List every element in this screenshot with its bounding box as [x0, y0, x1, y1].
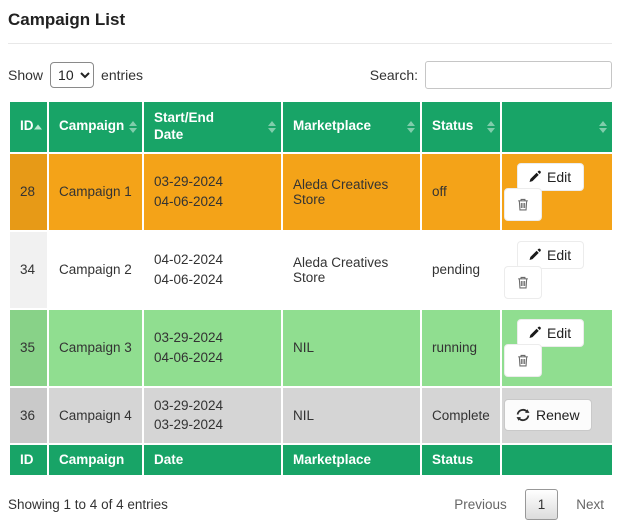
start-date: 03-29-2024 — [154, 397, 224, 413]
cell-marketplace: NIL — [281, 307, 422, 388]
table-row: 28 Campaign 1 03-29-2024 04-06-2024 Aled… — [8, 151, 614, 232]
edit-button-label: Edit — [547, 324, 572, 341]
trash-icon — [516, 197, 530, 212]
sort-both-icon — [129, 120, 137, 133]
cell-dates: 03-29-2024 03-29-2024 — [142, 385, 283, 445]
header-actions[interactable] — [500, 100, 614, 154]
cell-marketplace: Aleda Creatives Store — [281, 229, 422, 310]
table-row: 36 Campaign 4 03-29-2024 03-29-2024 NIL … — [8, 385, 614, 445]
divider — [8, 43, 612, 44]
delete-button[interactable] — [504, 187, 542, 221]
edit-button[interactable]: Edit — [517, 240, 585, 269]
end-date: 04-06-2024 — [154, 271, 224, 287]
delete-button[interactable] — [504, 343, 542, 377]
cell-campaign: Campaign 4 — [47, 385, 144, 445]
cell-dates: 04-02-2024 04-06-2024 — [142, 229, 283, 310]
cell-status: pending — [420, 229, 502, 310]
footer-campaign: Campaign — [47, 442, 144, 477]
refresh-icon — [516, 408, 530, 422]
edit-button[interactable]: Edit — [517, 318, 585, 347]
footer-status: Status — [420, 442, 502, 477]
cell-status: off — [420, 151, 502, 232]
cell-id: 36 — [8, 385, 49, 445]
pencil-icon — [528, 248, 541, 261]
cell-actions: Renew — [500, 385, 614, 445]
cell-actions: Edit — [500, 307, 614, 388]
footer-id: ID — [8, 442, 49, 477]
header-campaign[interactable]: Campaign — [47, 100, 144, 154]
footer-marketplace: Marketplace — [281, 442, 422, 477]
trash-icon — [516, 275, 530, 290]
cell-campaign: Campaign 3 — [47, 307, 144, 388]
end-date: 04-06-2024 — [154, 193, 224, 209]
entries-info: Showing 1 to 4 of 4 entries — [8, 496, 168, 512]
edit-button[interactable]: Edit — [517, 162, 585, 191]
entries-label: entries — [101, 67, 144, 83]
previous-page-button[interactable]: Previous — [454, 496, 507, 512]
page-length-select[interactable]: 10 — [50, 62, 95, 88]
edit-button-label: Edit — [547, 168, 572, 185]
sort-both-icon — [407, 120, 415, 133]
header-start-end-date[interactable]: Start/End Date — [142, 100, 283, 154]
search-input[interactable] — [425, 61, 612, 89]
table-footer-bar: Showing 1 to 4 of 4 entries Previous 1 N… — [8, 488, 612, 520]
pencil-icon — [528, 170, 541, 183]
header-status[interactable]: Status — [420, 100, 502, 154]
campaign-table: ID Campaign Start/End Date Marketplace S… — [8, 100, 614, 477]
show-label: Show — [8, 67, 44, 83]
cell-id: 35 — [8, 307, 49, 388]
cell-status: Complete — [420, 385, 502, 445]
cell-id: 28 — [8, 151, 49, 232]
sort-both-icon — [599, 120, 607, 133]
end-date: 03-29-2024 — [154, 417, 224, 433]
cell-id: 34 — [8, 229, 49, 310]
header-id[interactable]: ID — [8, 100, 49, 154]
page-length-control: Show 10 entries — [8, 62, 143, 88]
page-number-button[interactable]: 1 — [524, 488, 559, 520]
footer-header-row: ID Campaign Date Marketplace Status — [8, 442, 614, 477]
header-row: ID Campaign Start/End Date Marketplace S… — [8, 100, 614, 154]
cell-actions: Edit — [500, 151, 614, 232]
table-controls: Show 10 entries Search: — [8, 61, 612, 89]
next-page-button[interactable]: Next — [576, 496, 604, 512]
trash-icon — [516, 353, 530, 368]
cell-campaign: Campaign 2 — [47, 229, 144, 310]
cell-dates: 03-29-2024 04-06-2024 — [142, 307, 283, 388]
table-row: 35 Campaign 3 03-29-2024 04-06-2024 NIL … — [8, 307, 614, 388]
renew-button-label: Renew — [536, 407, 580, 424]
table-row: 34 Campaign 2 04-02-2024 04-06-2024 Aled… — [8, 229, 614, 310]
sort-asc-icon — [34, 124, 42, 130]
header-marketplace[interactable]: Marketplace — [281, 100, 422, 154]
start-date: 03-29-2024 — [154, 174, 224, 190]
delete-button[interactable] — [504, 265, 542, 299]
cell-dates: 03-29-2024 04-06-2024 — [142, 151, 283, 232]
sort-both-icon — [268, 120, 276, 133]
pencil-icon — [528, 326, 541, 339]
pagination: Previous 1 Next — [446, 488, 612, 520]
footer-actions — [500, 442, 614, 477]
search-label: Search: — [369, 67, 418, 83]
cell-status: running — [420, 307, 502, 388]
cell-marketplace: Aleda Creatives Store — [281, 151, 422, 232]
end-date: 04-06-2024 — [154, 349, 224, 365]
edit-button-label: Edit — [547, 246, 572, 263]
renew-button[interactable]: Renew — [504, 399, 592, 432]
search-control: Search: — [370, 61, 612, 89]
cell-actions: Edit — [500, 229, 614, 310]
page-title: Campaign List — [8, 10, 126, 29]
start-date: 04-02-2024 — [154, 252, 224, 268]
footer-date: Date — [142, 442, 283, 477]
cell-campaign: Campaign 1 — [47, 151, 144, 232]
start-date: 03-29-2024 — [154, 330, 224, 346]
sort-both-icon — [487, 120, 495, 133]
cell-marketplace: NIL — [281, 385, 422, 445]
